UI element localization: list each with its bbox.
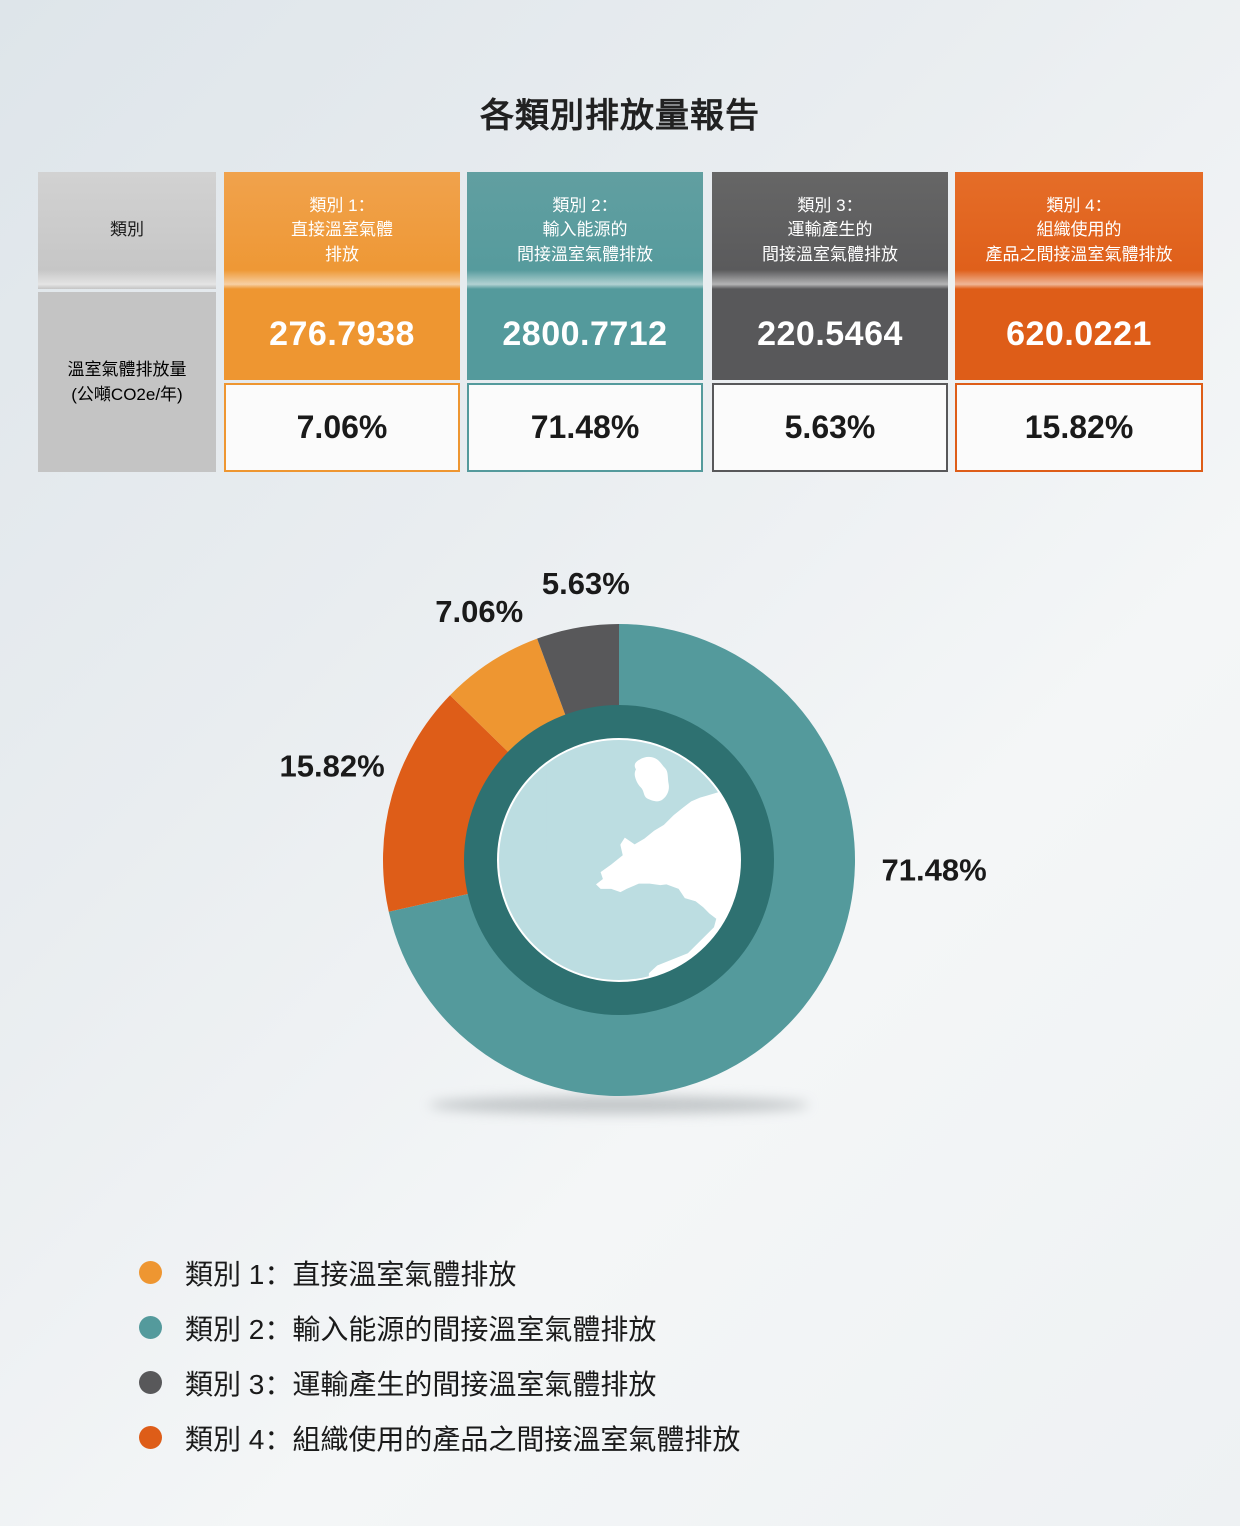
svg-text:15.82%: 15.82% — [280, 748, 385, 783]
svg-text:7.06%: 7.06% — [435, 594, 523, 629]
svg-text:71.48%: 71.48% — [882, 853, 987, 888]
svg-text:5.63%: 5.63% — [542, 566, 630, 601]
